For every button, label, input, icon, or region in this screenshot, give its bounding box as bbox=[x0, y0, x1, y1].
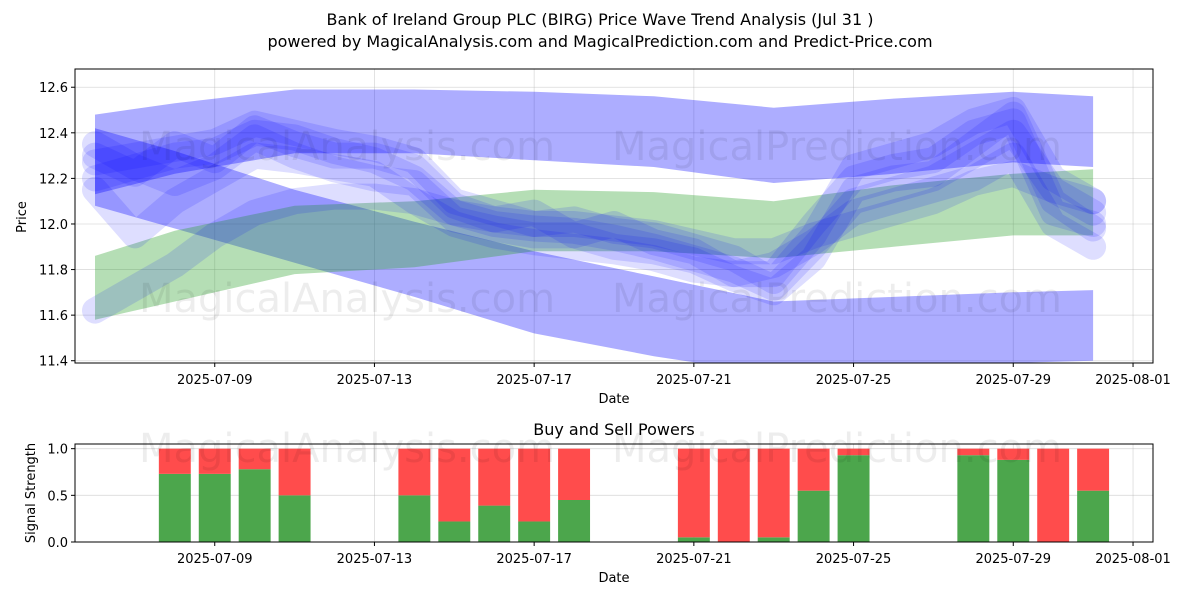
watermark-prediction-mid: MagicalPrediction.com bbox=[612, 276, 1062, 322]
price-ytick-label: 11.8 bbox=[39, 264, 68, 279]
buy-bar bbox=[158, 473, 191, 542]
watermark-analysis-mid: MagicalAnalysis.com bbox=[139, 276, 555, 322]
chart-title-line1: Bank of Ireland Group PLC (BIRG) Price W… bbox=[327, 10, 874, 29]
signal-ticks: 2025-07-09 2025-07-13 2025-07-17 2025-07-21… bbox=[47, 443, 1171, 567]
signal-ylabel: Signal Strength bbox=[24, 443, 39, 543]
price-xtick-label: 2025-07-13 bbox=[337, 373, 413, 388]
buy-bar bbox=[1077, 490, 1110, 542]
signal-ytick-label: 0.5 bbox=[47, 489, 68, 504]
buy-bar bbox=[398, 495, 431, 542]
price-xtick-label: 2025-07-17 bbox=[496, 373, 572, 388]
signal-xtick-label: 2025-07-21 bbox=[656, 552, 732, 567]
price-ytick-label: 11.6 bbox=[39, 309, 68, 324]
buy-bar bbox=[957, 455, 990, 542]
signal-axes-frame bbox=[74, 443, 1154, 543]
wave-band bbox=[95, 89, 1094, 195]
buy-bar bbox=[677, 537, 710, 542]
price-xtick-label: 2025-07-25 bbox=[816, 373, 892, 388]
signal-xtick-label: 2025-08-01 bbox=[1095, 552, 1171, 567]
signal-chart-title: Buy and Sell Powers bbox=[533, 420, 695, 439]
sell-bar bbox=[677, 448, 710, 538]
signal-xlabel: Date bbox=[598, 571, 629, 586]
price-ticks: 2025-07-09 2025-07-13 2025-07-17 2025-07-21… bbox=[39, 81, 1171, 388]
buy-bar bbox=[757, 537, 790, 542]
buy-bar bbox=[797, 490, 830, 542]
watermarks: MagicalAnalysis.com MagicalPrediction.co… bbox=[139, 124, 1062, 472]
price-gridlines bbox=[75, 69, 1153, 363]
signal-ytick-label: 0.0 bbox=[47, 536, 68, 551]
buy-bar bbox=[438, 521, 471, 542]
sell-bar bbox=[837, 448, 870, 456]
price-xtick-label: 2025-07-21 bbox=[656, 373, 732, 388]
watermark-analysis-top: MagicalAnalysis.com bbox=[139, 124, 555, 170]
price-ytick-label: 12.0 bbox=[39, 218, 68, 233]
signal-xtick-label: 2025-07-13 bbox=[337, 552, 413, 567]
price-xlabel: Date bbox=[598, 392, 629, 407]
buy-bar bbox=[837, 455, 870, 542]
sell-bar bbox=[957, 448, 990, 456]
signal-xtick-label: 2025-07-09 bbox=[177, 552, 253, 567]
price-ytick-label: 12.4 bbox=[39, 127, 68, 142]
price-wave-line bbox=[82, 101, 1107, 306]
price-xtick-label: 2025-07-09 bbox=[177, 373, 253, 388]
buy-bar bbox=[518, 521, 551, 542]
price-axes-frame bbox=[74, 68, 1154, 364]
signal-xtick-label: 2025-07-25 bbox=[816, 552, 892, 567]
sell-bar bbox=[717, 448, 750, 542]
signal-ytick-label: 1.0 bbox=[47, 443, 68, 458]
price-ytick-label: 11.4 bbox=[39, 355, 68, 370]
sell-bar bbox=[278, 448, 311, 496]
buy-bar bbox=[198, 473, 231, 542]
sell-bar bbox=[438, 448, 471, 522]
watermark-prediction-top: MagicalPrediction.com bbox=[612, 124, 1062, 170]
sell-bar bbox=[1077, 448, 1110, 491]
sell-bar bbox=[478, 448, 511, 506]
sell-bar bbox=[558, 448, 591, 500]
sell-bar bbox=[238, 448, 271, 470]
price-wave-line bbox=[82, 160, 1107, 324]
signal-xtick-label: 2025-07-29 bbox=[975, 552, 1051, 567]
watermark-analysis-bottom: MagicalAnalysis.com bbox=[139, 426, 555, 472]
price-xtick-label: 2025-07-29 bbox=[975, 373, 1051, 388]
price-ytick-label: 12.6 bbox=[39, 81, 68, 96]
price-wave-line bbox=[82, 108, 1107, 288]
sell-bar bbox=[757, 448, 790, 538]
price-xtick-label: 2025-08-01 bbox=[1095, 373, 1171, 388]
buy-bar bbox=[238, 469, 271, 542]
sell-bar bbox=[1037, 448, 1070, 542]
price-wave-line bbox=[82, 97, 1107, 294]
buy-bar bbox=[997, 459, 1030, 542]
wave-band bbox=[95, 128, 1094, 363]
sell-bar bbox=[398, 448, 431, 496]
sell-bar bbox=[997, 448, 1030, 460]
wave-band bbox=[95, 169, 1094, 320]
buy-bar bbox=[278, 495, 311, 542]
chart-title-line2: powered by MagicalAnalysis.com and Magic… bbox=[267, 32, 932, 51]
sell-bar bbox=[198, 448, 231, 474]
sell-bar bbox=[518, 448, 551, 522]
sell-bar bbox=[158, 448, 191, 474]
buy-bar bbox=[558, 500, 591, 542]
sell-bar bbox=[797, 448, 830, 491]
signal-xtick-label: 2025-07-17 bbox=[496, 552, 572, 567]
price-wave-line bbox=[82, 142, 1107, 288]
price-wave-line bbox=[82, 119, 1107, 301]
price-plot bbox=[82, 89, 1107, 363]
signal-plot bbox=[158, 448, 1110, 542]
price-ytick-label: 12.2 bbox=[39, 172, 68, 187]
price-ylabel: Price bbox=[15, 201, 30, 233]
watermark-prediction-bottom: MagicalPrediction.com bbox=[612, 426, 1062, 472]
buy-bar bbox=[478, 505, 511, 542]
